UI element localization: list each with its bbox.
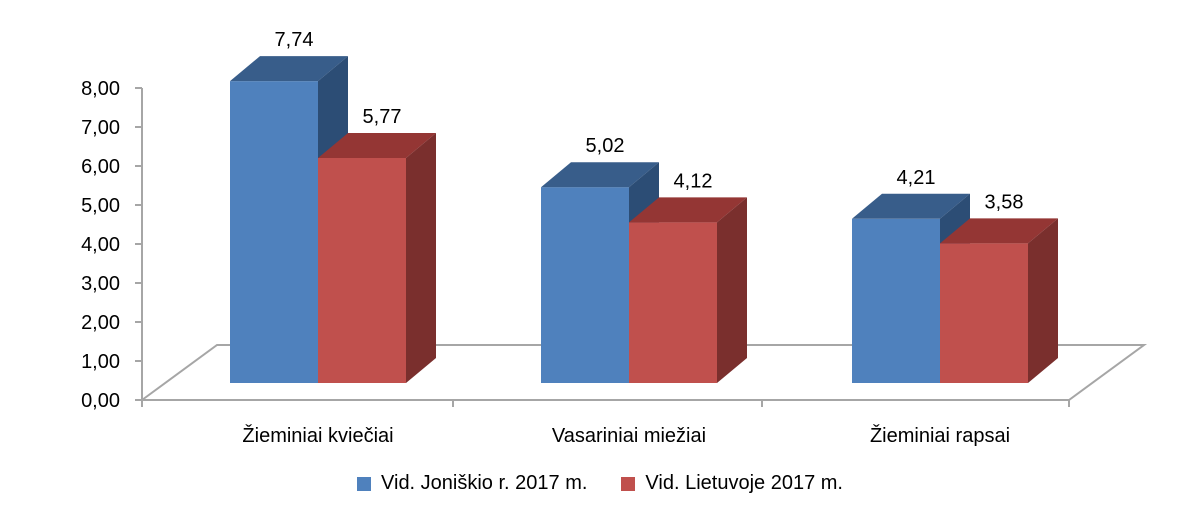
bar-data-label: 7,74 <box>275 29 314 51</box>
legend-swatch-series-2 <box>621 476 636 491</box>
y-tick-label: 1,00 <box>81 351 120 373</box>
y-tick-label: 8,00 <box>81 78 120 100</box>
bar-side <box>717 197 747 383</box>
legend-label-series-1: Vid. Joniškio r. 2017 m. <box>381 472 588 494</box>
y-tick-label: 6,00 <box>81 156 120 178</box>
y-tick-label: 7,00 <box>81 117 120 139</box>
bar-side <box>406 132 436 383</box>
bar-data-label: 5,77 <box>363 106 402 128</box>
bar-side <box>1028 218 1058 383</box>
bar-front <box>629 222 717 383</box>
bar-data-label: 4,12 <box>674 170 713 192</box>
bar-data-label: 3,58 <box>985 191 1024 213</box>
legend-item-series-1: Vid. Joniškio r. 2017 m. <box>357 472 587 495</box>
bar-front <box>852 218 940 383</box>
y-tick-label: 2,00 <box>81 312 120 334</box>
y-tick-label: 3,00 <box>81 273 120 295</box>
legend-label-series-2: Vid. Lietuvoje 2017 m. <box>645 472 843 494</box>
y-tick-label: 4,00 <box>81 234 120 256</box>
bar-chart-3d: 0,00 1,00 2,00 3,00 4,00 5,00 6,00 7,00 8,00 7,74… <box>81 29 1148 447</box>
legend-item-series-2: Vid. Lietuvoje 2017 m. <box>621 472 843 495</box>
bar-front <box>541 187 629 383</box>
x-category-label: Žieminiai kviečiai <box>242 424 393 447</box>
bar-top <box>318 132 436 158</box>
x-category-label: Žieminiai rapsai <box>870 424 1010 447</box>
legend-swatch-series-1 <box>357 476 372 491</box>
y-tick-label: 5,00 <box>81 195 120 217</box>
bar-top <box>541 162 659 188</box>
bar-front <box>230 81 318 383</box>
chart-floor <box>138 344 1148 401</box>
bar-data-label: 4,21 <box>897 167 936 189</box>
chart-legend: Vid. Joniškio r. 2017 m. Vid. Lietuvoje … <box>0 472 1200 495</box>
bar-top <box>230 56 348 82</box>
x-category-label: Vasariniai miežiai <box>552 425 706 447</box>
bar-data-label: 5,02 <box>586 135 625 157</box>
bar-top <box>629 197 747 223</box>
bar-front <box>940 243 1028 383</box>
bar-top <box>852 193 970 219</box>
bar-top <box>940 218 1058 244</box>
y-tick-label: 0,00 <box>81 390 120 412</box>
bar-front <box>318 157 406 383</box>
